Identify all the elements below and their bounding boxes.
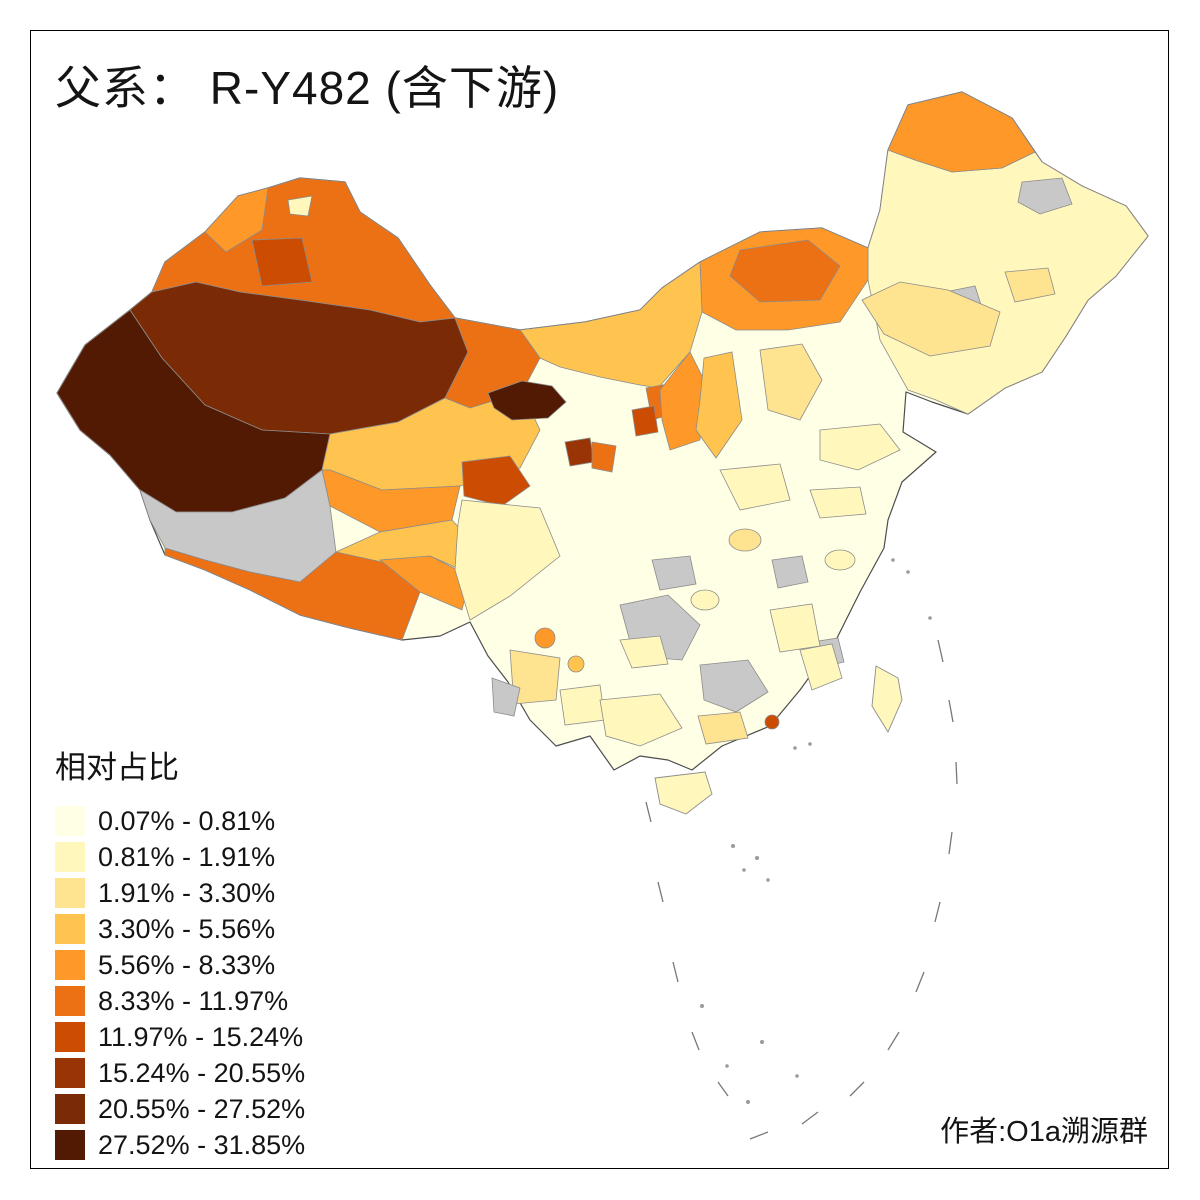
island-specks — [700, 558, 932, 1104]
region-shanxi — [695, 351, 743, 459]
region-taiwan — [871, 665, 903, 733]
region-xinjiang-notch — [287, 195, 313, 217]
region-tibet-south — [164, 547, 421, 641]
region-jilin-patch — [1004, 267, 1056, 303]
legend-label: 15.24% - 20.55% — [98, 1057, 306, 1088]
author-credit: 作者:O1a溯源群 — [940, 1116, 1148, 1148]
legend-label: 5.56% - 8.33% — [98, 949, 276, 980]
legend-row: 3.30% - 5.56% — [55, 911, 305, 947]
region-jiangsu — [809, 486, 867, 519]
legend-swatch — [55, 806, 85, 836]
region-central-speckle-2 — [690, 589, 720, 611]
legend-label: 0.81% - 1.91% — [98, 841, 276, 872]
region-fujian-patch — [799, 643, 843, 691]
legend-row: 5.56% - 8.33% — [55, 947, 305, 983]
legend-row: 20.55% - 27.52% — [55, 1091, 305, 1127]
region-henan — [719, 463, 791, 511]
region-chongqing-patch — [619, 635, 669, 669]
legend-swatch — [55, 1022, 85, 1052]
region-central-speckle-3 — [824, 549, 856, 571]
region-qinghai-east-dark — [461, 455, 531, 507]
region-guangzhou-dot — [764, 714, 780, 730]
region-xinjiang-urumqi — [251, 237, 313, 287]
legend-swatch — [55, 842, 85, 872]
legend-swatch — [55, 950, 85, 980]
region-guangdong-patch — [697, 711, 749, 745]
region-central-speckle-1 — [728, 528, 762, 552]
legend-swatch — [55, 1130, 85, 1160]
region-jiangxi-gray — [771, 555, 809, 589]
region-xinjiang-altay-west — [204, 187, 269, 253]
region-hubei-gray — [651, 555, 697, 591]
legend-label: 27.52% - 31.85% — [98, 1129, 306, 1160]
region-lanzhou-orange — [591, 441, 617, 473]
plot-border — [30, 30, 1169, 1169]
region-hunan-gray — [699, 659, 769, 713]
legend-label: 20.55% - 27.52% — [98, 1093, 306, 1124]
region-heilongjiang-north — [887, 91, 1036, 173]
legend-label: 1.91% - 3.30% — [98, 877, 276, 908]
south-china-sea-dash-line — [645, 639, 958, 1140]
legend: 相对占比 0.07% - 0.81% 0.81% - 1.91% 1.91% -… — [55, 742, 305, 1163]
region-guangxi-patch — [599, 693, 683, 747]
region-ningxia-south-dark — [631, 405, 659, 437]
legend-label: 3.30% - 5.56% — [98, 913, 276, 944]
region-linxia-blob — [487, 380, 567, 421]
legend-label: 11.97% - 15.24% — [98, 1021, 304, 1052]
region-shaanxi-north — [659, 351, 705, 451]
legend-title: 相对占比 — [55, 750, 179, 785]
legend-row: 15.24% - 20.55% — [55, 1055, 305, 1091]
region-inner-mongolia-hump-dark — [729, 239, 841, 303]
region-hebei — [759, 343, 823, 421]
region-inner-mongolia-east — [861, 281, 1001, 357]
legend-label: 0.07% - 0.81% — [98, 805, 276, 836]
legend-label: 8.33% - 11.97% — [98, 985, 289, 1016]
legend-row: 1.91% - 3.30% — [55, 875, 305, 911]
legend-row: 27.52% - 31.85% — [55, 1127, 305, 1163]
region-qinghai-south — [321, 469, 461, 533]
legend-swatch — [55, 914, 85, 944]
region-yunnan-gray — [491, 677, 521, 717]
legend-row: 11.97% - 15.24% — [55, 1019, 305, 1055]
legend-swatch — [55, 878, 85, 908]
region-sichuan-dot-2 — [567, 655, 585, 673]
region-sichuan-dot-1 — [534, 627, 556, 649]
legend-swatch — [55, 1058, 85, 1088]
region-shandong — [819, 423, 901, 471]
region-northeast-gray-1 — [1017, 177, 1073, 215]
legend-row: 0.81% - 1.91% — [55, 839, 305, 875]
region-hainan — [654, 771, 713, 815]
page-title: 父系： R-Y482 (含下游) — [55, 62, 560, 114]
legend-row: 0.07% - 0.81% — [55, 803, 305, 839]
region-sichuan-west — [454, 499, 561, 621]
legend-swatch — [55, 1094, 85, 1124]
legend-row: 8.33% - 11.97% — [55, 983, 305, 1019]
legend-swatch — [55, 986, 85, 1016]
